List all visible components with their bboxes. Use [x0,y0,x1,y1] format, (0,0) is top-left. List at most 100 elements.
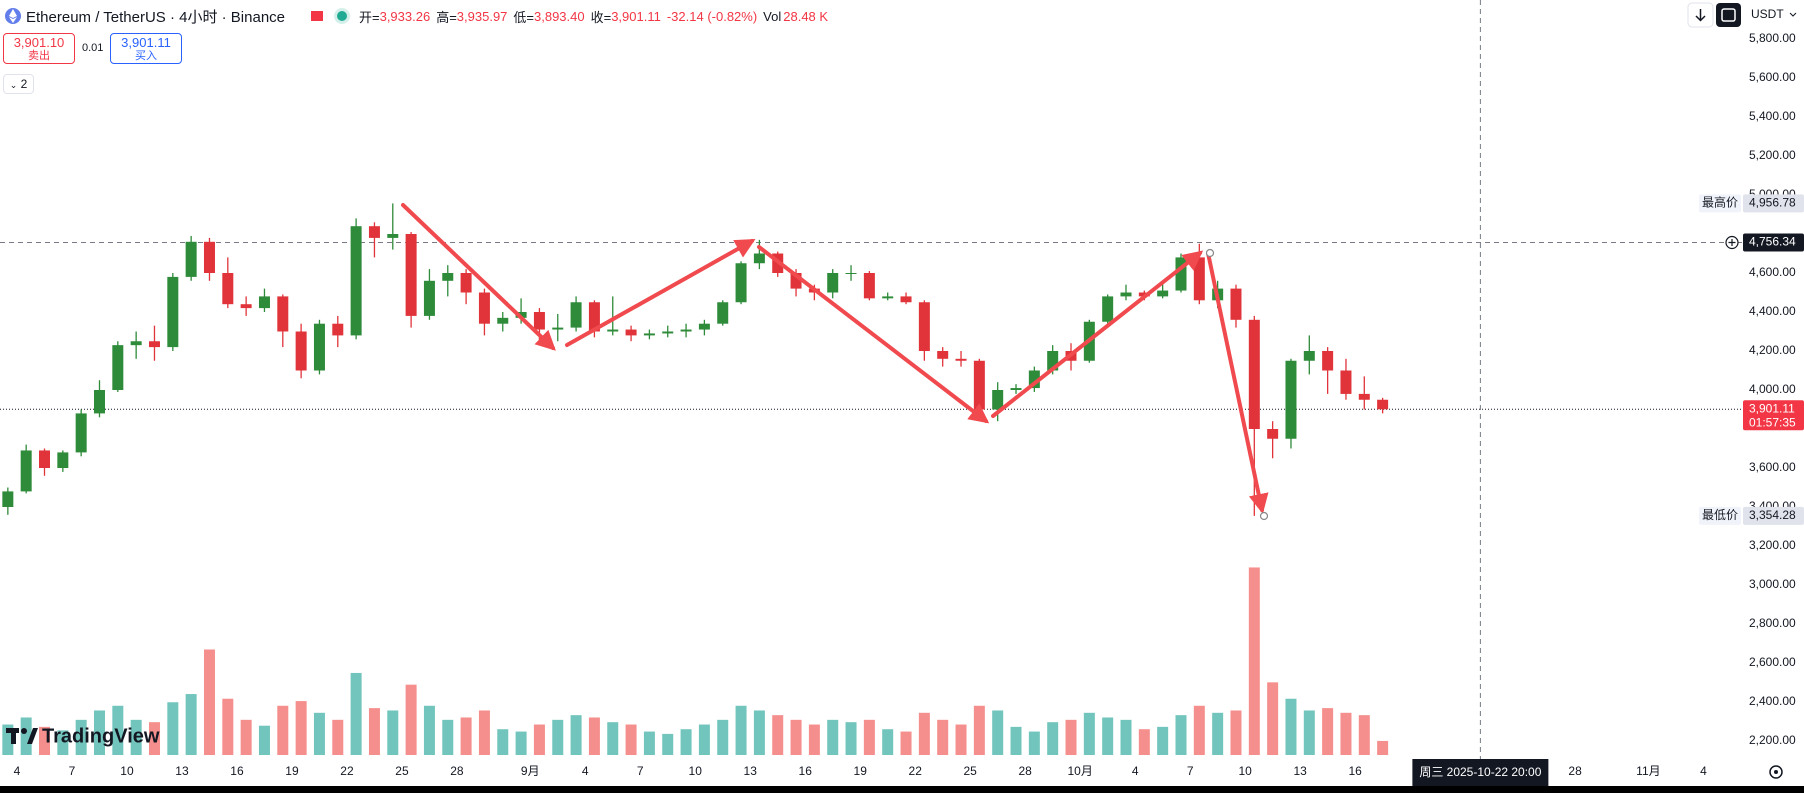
price-label: 3,354.28 [1749,508,1796,522]
x-tick-label: 10 [689,764,703,778]
volume-bar [1248,567,1260,755]
fullscreen-button[interactable] [1716,3,1741,27]
volume-bar [1065,719,1077,755]
y-tick-label: 4,000.00 [1749,382,1796,396]
volume-bar [203,649,215,755]
sell-button[interactable]: 3,901.10 卖出 [3,33,75,64]
volume-bar [2,724,14,755]
volume-bar [1120,719,1132,755]
flag-icon[interactable] [311,11,323,21]
volume-bar [1358,715,1370,755]
settings-icon[interactable] [1769,765,1783,779]
x-tick-label: 22 [340,764,354,778]
ohlc-high: 3,935.97 [456,8,508,24]
candle-body [570,302,582,328]
arrow[interactable] [757,245,990,424]
volume-bar [625,724,637,755]
price-label: 4,756.34 [1749,235,1796,249]
volume-bar [1285,698,1297,755]
layers-count: 2 [20,77,28,91]
volume-bar [1212,712,1224,755]
volume-bar [772,715,784,755]
ohlc-high-label: 高= [436,9,457,25]
volume-bar [533,724,545,755]
candle-body [900,296,912,303]
sell-price: 3,901.10 [13,35,65,50]
x-tick-label: 10月 [1067,764,1092,778]
price-label-name: 最低价 [1702,508,1738,522]
candle-body [533,312,545,330]
volume-bar [1157,726,1169,755]
sell-label: 卖出 [28,50,50,62]
y-tick-label: 5,400.00 [1749,109,1796,123]
symbol[interactable]: Ethereum / TetherUS · 4小时 · Binance [26,8,285,26]
candle-body [75,413,87,453]
arrow[interactable] [565,239,756,347]
crosshair-label-box [1412,759,1549,786]
candle-body [405,234,417,316]
settings-icon-dot [1774,770,1778,774]
x-tick-label: 9月 [521,764,540,778]
candle-body [130,341,142,346]
volume-bar [222,698,234,755]
candle-body [39,450,51,468]
y-tick-label: 2,400.00 [1749,694,1796,708]
volume-bar [93,710,105,755]
candle-body [680,329,692,332]
candle-body [1175,257,1187,291]
x-tick-label: 7 [1187,764,1194,778]
volume-bar [75,719,87,755]
handle[interactable] [1259,511,1269,521]
x-tick-label: 13 [1293,764,1307,778]
handle[interactable] [1205,248,1215,258]
volume-bar [240,719,252,755]
candle-body [643,333,655,336]
candle-body [478,292,490,324]
x-tick-label: 16 [799,764,813,778]
x-tick-label: 25 [964,764,978,778]
price-label-name: 最高价 [1702,195,1738,210]
layers-toggle[interactable]: ⌄ 2 [3,74,34,94]
arrow[interactable] [401,203,556,351]
volume-bar [1138,729,1150,755]
volume-bar [167,702,179,755]
status-dot [337,11,347,21]
x-tick-label: 4 [14,764,21,778]
arrow[interactable] [991,250,1204,418]
candle-body [258,296,270,309]
buy-label: 买入 [135,50,157,62]
arrow[interactable] [1206,251,1269,514]
candle-body [662,331,674,334]
x-tick-label: 16 [230,764,244,778]
candle-body [423,280,435,316]
candle-body [1285,360,1297,439]
price-label-box [1743,400,1804,431]
currency-caret [1789,12,1797,17]
x-tick-label: 19 [854,764,868,778]
candle-body [460,273,472,293]
volume-bar [442,719,454,755]
candle-body [387,234,399,238]
candle-body [1047,351,1059,371]
volume-bar [277,705,289,755]
volume-bar [607,722,619,755]
buy-button[interactable]: 3,901.11 买入 [110,33,182,64]
ohlc-low: 3,893.40 [534,8,585,24]
candle-body [552,327,564,330]
candle-body [1340,370,1352,394]
volume-bar [258,725,270,755]
y-tick-label: 3,600.00 [1749,460,1796,474]
candle-body [167,276,179,348]
volume-bar [1377,740,1389,755]
currency[interactable]: USDT [1751,7,1784,21]
candle-body [845,273,857,274]
price-label-name-box [1699,506,1741,525]
volume-bar [918,712,930,755]
candle-body [20,450,32,492]
volume-bar [955,724,967,755]
countdown: 01:57:35 [1749,415,1796,429]
volume-bar [570,715,582,755]
x-tick-label: 10 [120,764,134,778]
bottom-bar [0,786,1804,793]
